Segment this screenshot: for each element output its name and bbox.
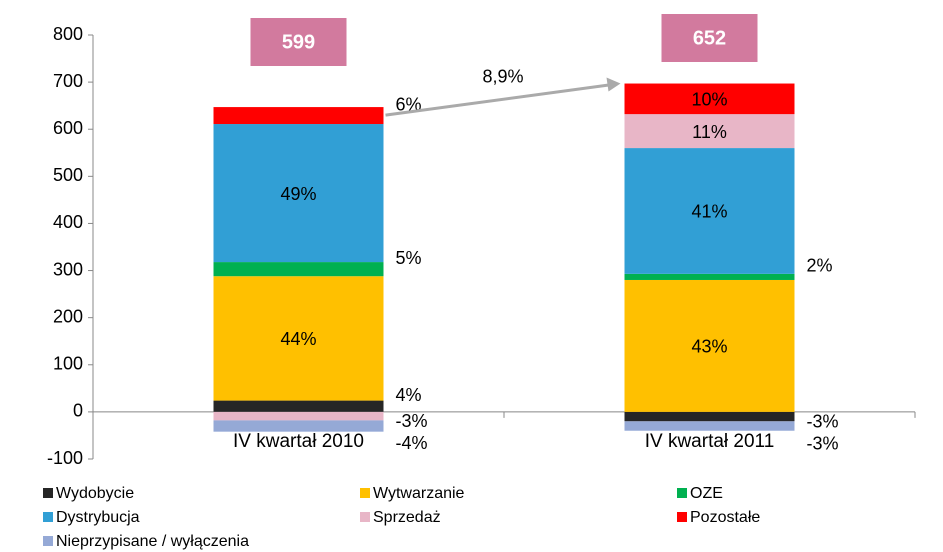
bar-segment — [624, 83, 795, 115]
y-tick-label: 600 — [53, 118, 83, 138]
segment-label: -3% — [807, 411, 839, 431]
bar-segment — [213, 107, 384, 125]
legend-label: Pozostałe — [690, 509, 760, 526]
bar-segment — [624, 411, 795, 422]
segment-label: 10% — [691, 90, 727, 110]
legend-label: Wytwarzanie — [373, 485, 465, 502]
bar-segment — [213, 411, 384, 421]
y-tick-label: -100 — [47, 448, 83, 468]
y-tick-label: 300 — [53, 259, 83, 279]
segment-label: 11% — [692, 122, 727, 142]
legend-label: Sprzedaż — [373, 509, 441, 526]
total-box — [250, 18, 347, 66]
segment-label: 44% — [280, 329, 316, 349]
legend-swatch — [43, 536, 53, 546]
y-tick-label: 500 — [53, 165, 83, 185]
legend-label: OZE — [690, 485, 723, 502]
total-box — [661, 14, 758, 62]
segment-label: 4% — [396, 385, 422, 405]
bar-segment — [213, 276, 384, 401]
legend-label: Wydobycie — [56, 485, 134, 502]
legend-swatch — [43, 488, 53, 498]
bar-segment — [624, 148, 795, 274]
bar-segment — [213, 124, 384, 263]
y-tick-label: 400 — [53, 212, 83, 232]
segment-label: 43% — [691, 337, 727, 357]
growth-label: 8,9% — [482, 66, 523, 86]
legend-label: Nieprzypisane / wyłączenia — [56, 533, 249, 550]
x-tick-label: IV kwartał 2011 — [645, 431, 775, 452]
total-label: 599 — [282, 31, 315, 53]
legend-swatch — [360, 512, 370, 522]
legend-swatch — [360, 488, 370, 498]
legend-swatch — [43, 512, 53, 522]
total-label: 652 — [693, 27, 726, 49]
bar-segment — [213, 420, 384, 432]
bar-segment — [624, 279, 795, 412]
segment-label: 5% — [396, 248, 422, 268]
growth-arrow — [385, 83, 613, 117]
bar-segment — [213, 400, 384, 412]
legend-label: Dystrybucja — [56, 509, 140, 526]
bar-segment — [624, 114, 795, 149]
y-tick-label: 100 — [53, 354, 83, 374]
y-tick-label: 800 — [53, 24, 83, 44]
y-tick-label: 0 — [73, 401, 83, 421]
bar-segment — [624, 273, 795, 280]
segment-label: -3% — [807, 433, 839, 453]
segment-label: -4% — [396, 433, 428, 453]
segment-label: 49% — [280, 184, 316, 204]
bar-segment — [213, 262, 384, 277]
legend-swatch — [677, 488, 687, 498]
segment-label: 2% — [807, 256, 833, 276]
legend-swatch — [677, 512, 687, 522]
segment-label: 41% — [691, 202, 727, 222]
y-tick-label: 700 — [53, 71, 83, 91]
segment-label: 6% — [396, 94, 422, 114]
bar-segment — [624, 421, 795, 431]
arrow-head — [606, 77, 621, 92]
x-tick-label: IV kwartał 2010 — [233, 431, 364, 452]
y-tick-label: 200 — [53, 306, 83, 326]
segment-label: -3% — [396, 411, 428, 431]
